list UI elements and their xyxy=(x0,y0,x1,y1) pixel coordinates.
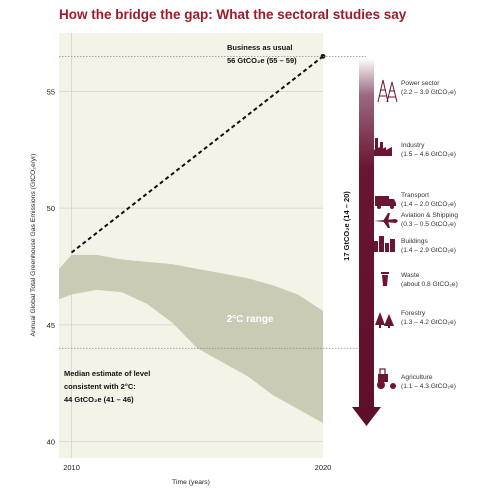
gap-arrow xyxy=(352,58,381,426)
sector-range: (2.2 – 3.9 GtCO₂e) xyxy=(401,89,456,96)
truck-icon xyxy=(375,196,396,209)
factory-icon xyxy=(374,138,392,156)
sector-range: (0.3 – 0.5 GtCO₂e) xyxy=(401,221,456,228)
waste-bin-icon xyxy=(381,272,389,286)
sector-name: Power sector xyxy=(401,80,440,87)
sector-name: Aviation & Shipping xyxy=(401,212,458,219)
median-label-line2: consistent with 2°C: xyxy=(64,382,136,391)
sector-range: (1.1 – 4.3 GtCO₂e) xyxy=(401,383,456,390)
sector-name: Waste xyxy=(401,272,420,279)
gap-label: 17 GtCO₂e (14 – 20) xyxy=(342,191,351,261)
sector-name: Agriculture xyxy=(401,374,433,381)
sector-range: (1.5 – 4.6 GtCO₂e) xyxy=(401,151,456,158)
x-tick-labels: 2010 2020 xyxy=(63,463,331,472)
bau-label: Business as usual xyxy=(227,43,292,52)
sector-name: Buildings xyxy=(401,238,428,245)
sector-range: (1.4 – 2.9 GtCO₂e) xyxy=(401,247,456,254)
band-label: 2°C range xyxy=(227,314,274,325)
two-degree-range-band xyxy=(59,254,323,423)
sector-name: Transport xyxy=(401,192,429,199)
x-tick-label: 2020 xyxy=(315,463,332,472)
trees-icon xyxy=(375,312,394,328)
sector-name: Forestry xyxy=(401,310,426,317)
median-label-line1: Median estimate of level xyxy=(64,369,150,378)
airplane-icon xyxy=(374,213,398,228)
x-tick-label: 2010 xyxy=(63,463,80,472)
y-axis-label: Annual Global Total Greenhouse Gas Emiss… xyxy=(30,153,37,336)
median-value: 44 GtCO₂e (41 – 46) xyxy=(64,395,134,404)
power-pylon-icon xyxy=(377,79,398,103)
sector-range: (1.4 – 2.0 GtCO₂e) xyxy=(401,201,456,208)
sector-name: Industry xyxy=(401,142,425,149)
sector-range: (1.3 – 4.2 GtCO₂e) xyxy=(401,319,456,326)
y-tick-label: 40 xyxy=(47,438,55,447)
y-tick-label: 45 xyxy=(47,321,55,330)
y-tick-label: 55 xyxy=(47,87,55,96)
tractor-icon xyxy=(377,368,396,389)
x-axis-label: Time (years) xyxy=(172,479,210,486)
buildings-icon xyxy=(374,236,395,252)
sector-list: Power sector (2.2 – 3.9 GtCO₂e) Industry (1… xyxy=(401,80,458,390)
y-tick-label: 50 xyxy=(47,204,55,213)
y-tick-labels: 40 45 50 55 xyxy=(47,87,55,446)
sector-range: (about 0.8 GtCO₂e) xyxy=(401,281,458,288)
bau-value: 56 GtCO₂e (55 – 59) xyxy=(227,56,297,65)
chart-title: How the bridge the gap: What the sectora… xyxy=(59,7,407,22)
